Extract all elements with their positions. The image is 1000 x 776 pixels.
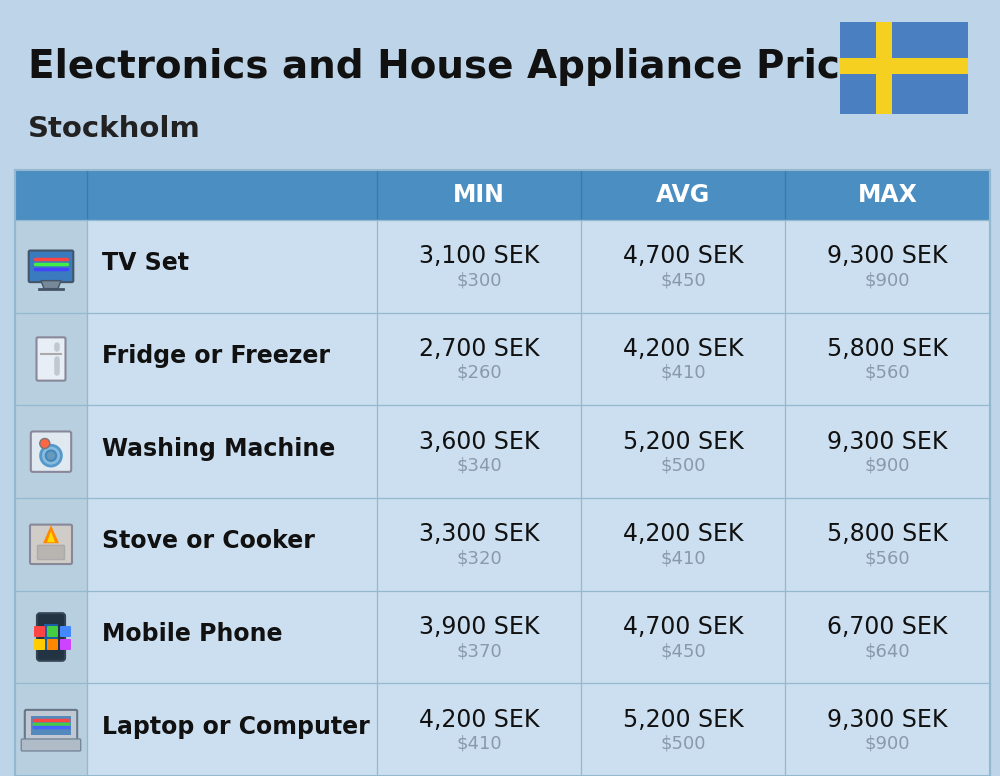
Text: $370: $370 [456,642,502,660]
FancyBboxPatch shape [30,525,72,564]
Bar [840,22,968,114]
Text: $410: $410 [660,549,706,567]
Circle shape [40,438,50,449]
Text: 4,200 SEK: 4,200 SEK [623,337,743,361]
Text: $560: $560 [865,549,910,567]
Text: 4,200 SEK: 4,200 SEK [623,522,743,546]
Text: 3,900 SEK: 3,900 SEK [419,615,539,639]
Text: $900: $900 [865,272,910,289]
Bar [15,313,87,405]
FancyBboxPatch shape [60,639,71,650]
Text: Stove or Cooker: Stove or Cooker [102,529,315,553]
Text: $300: $300 [456,272,502,289]
Text: $560: $560 [865,364,910,382]
FancyBboxPatch shape [47,639,58,650]
Text: $900: $900 [865,735,910,753]
Bar [15,498,990,591]
Bar [15,684,990,776]
FancyBboxPatch shape [36,338,66,381]
Text: 2,700 SEK: 2,700 SEK [419,337,539,361]
Text: 4,700 SEK: 4,700 SEK [623,615,743,639]
Text: MIN: MIN [453,183,505,207]
FancyBboxPatch shape [37,613,65,661]
FancyBboxPatch shape [47,626,58,637]
Bar [15,591,87,684]
Text: 6,700 SEK: 6,700 SEK [827,615,948,639]
Bar [15,591,990,684]
FancyBboxPatch shape [29,251,73,282]
Text: $340: $340 [456,456,502,475]
Text: 9,300 SEK: 9,300 SEK [827,244,948,268]
Polygon shape [41,281,61,289]
FancyBboxPatch shape [21,739,81,751]
Text: $260: $260 [456,364,502,382]
Text: $410: $410 [660,364,706,382]
Bar [15,220,990,313]
Bar [15,170,990,776]
Text: 5,800 SEK: 5,800 SEK [827,522,948,546]
Text: 4,200 SEK: 4,200 SEK [419,708,539,732]
Text: $500: $500 [660,735,706,753]
Text: MAX: MAX [858,183,917,207]
Bar [840,58,968,74]
Polygon shape [47,532,55,542]
FancyBboxPatch shape [34,626,45,637]
Text: $640: $640 [865,642,910,660]
Text: Stockholm: Stockholm [28,115,201,143]
Text: TV Set: TV Set [102,251,189,275]
Text: 3,600 SEK: 3,600 SEK [419,430,539,454]
Text: Washing Machine: Washing Machine [102,437,335,461]
Text: Fridge or Freezer: Fridge or Freezer [102,344,330,368]
Text: $450: $450 [660,272,706,289]
Text: $900: $900 [865,456,910,475]
Text: $500: $500 [660,456,706,475]
Bar [15,170,990,220]
Bar [876,22,892,114]
Bar [15,405,990,498]
Text: 5,200 SEK: 5,200 SEK [623,430,743,454]
Bar [15,684,87,776]
Bar [31,716,71,735]
Text: $410: $410 [456,735,502,753]
Text: Mobile Phone: Mobile Phone [102,622,283,646]
Bar [15,498,87,591]
FancyBboxPatch shape [25,710,77,741]
Bar [15,313,990,405]
Bar [15,220,87,313]
FancyBboxPatch shape [31,431,71,472]
Polygon shape [43,525,59,543]
Text: 4,700 SEK: 4,700 SEK [623,244,743,268]
Text: Electronics and House Appliance Prices: Electronics and House Appliance Prices [28,48,889,86]
FancyBboxPatch shape [44,624,58,650]
Text: 9,300 SEK: 9,300 SEK [827,708,948,732]
Text: 3,300 SEK: 3,300 SEK [419,522,539,546]
Bar [15,405,87,498]
Text: 9,300 SEK: 9,300 SEK [827,430,948,454]
Text: 5,800 SEK: 5,800 SEK [827,337,948,361]
FancyBboxPatch shape [60,626,71,637]
FancyBboxPatch shape [34,639,45,650]
Text: Laptop or Computer: Laptop or Computer [102,715,370,739]
Text: 3,100 SEK: 3,100 SEK [419,244,539,268]
Circle shape [41,445,61,466]
Text: $450: $450 [660,642,706,660]
FancyBboxPatch shape [38,546,64,559]
Circle shape [46,450,56,461]
Text: AVG: AVG [656,183,710,207]
Text: 5,200 SEK: 5,200 SEK [623,708,743,732]
Text: $320: $320 [456,549,502,567]
